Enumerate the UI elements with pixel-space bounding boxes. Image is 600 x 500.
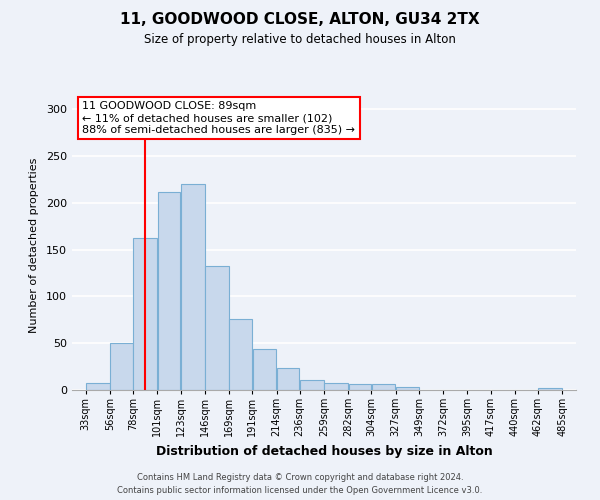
Bar (349, 384, 371, 390)
Bar (396, 387, 419, 390)
Bar (324, 382, 348, 390)
Bar (181, 184, 205, 390)
Text: Contains HM Land Registry data © Crown copyright and database right 2024.: Contains HM Land Registry data © Crown c… (137, 472, 463, 482)
Text: Contains public sector information licensed under the Open Government Licence v3: Contains public sector information licen… (118, 486, 482, 495)
Bar (253, 349, 276, 390)
Text: Size of property relative to detached houses in Alton: Size of property relative to detached ho… (144, 32, 456, 46)
Bar (277, 368, 299, 390)
Bar (86, 384, 110, 390)
Bar (229, 319, 252, 390)
Bar (133, 238, 157, 390)
Y-axis label: Number of detached properties: Number of detached properties (29, 158, 39, 332)
Bar (372, 384, 395, 390)
Bar (158, 192, 181, 390)
Bar (110, 343, 133, 390)
X-axis label: Distribution of detached houses by size in Alton: Distribution of detached houses by size … (155, 444, 493, 458)
Text: 11 GOODWOOD CLOSE: 89sqm
← 11% of detached houses are smaller (102)
88% of semi-: 11 GOODWOOD CLOSE: 89sqm ← 11% of detach… (82, 102, 355, 134)
Bar (300, 380, 324, 390)
Text: 11, GOODWOOD CLOSE, ALTON, GU34 2TX: 11, GOODWOOD CLOSE, ALTON, GU34 2TX (120, 12, 480, 28)
Bar (538, 388, 562, 390)
Bar (205, 266, 229, 390)
